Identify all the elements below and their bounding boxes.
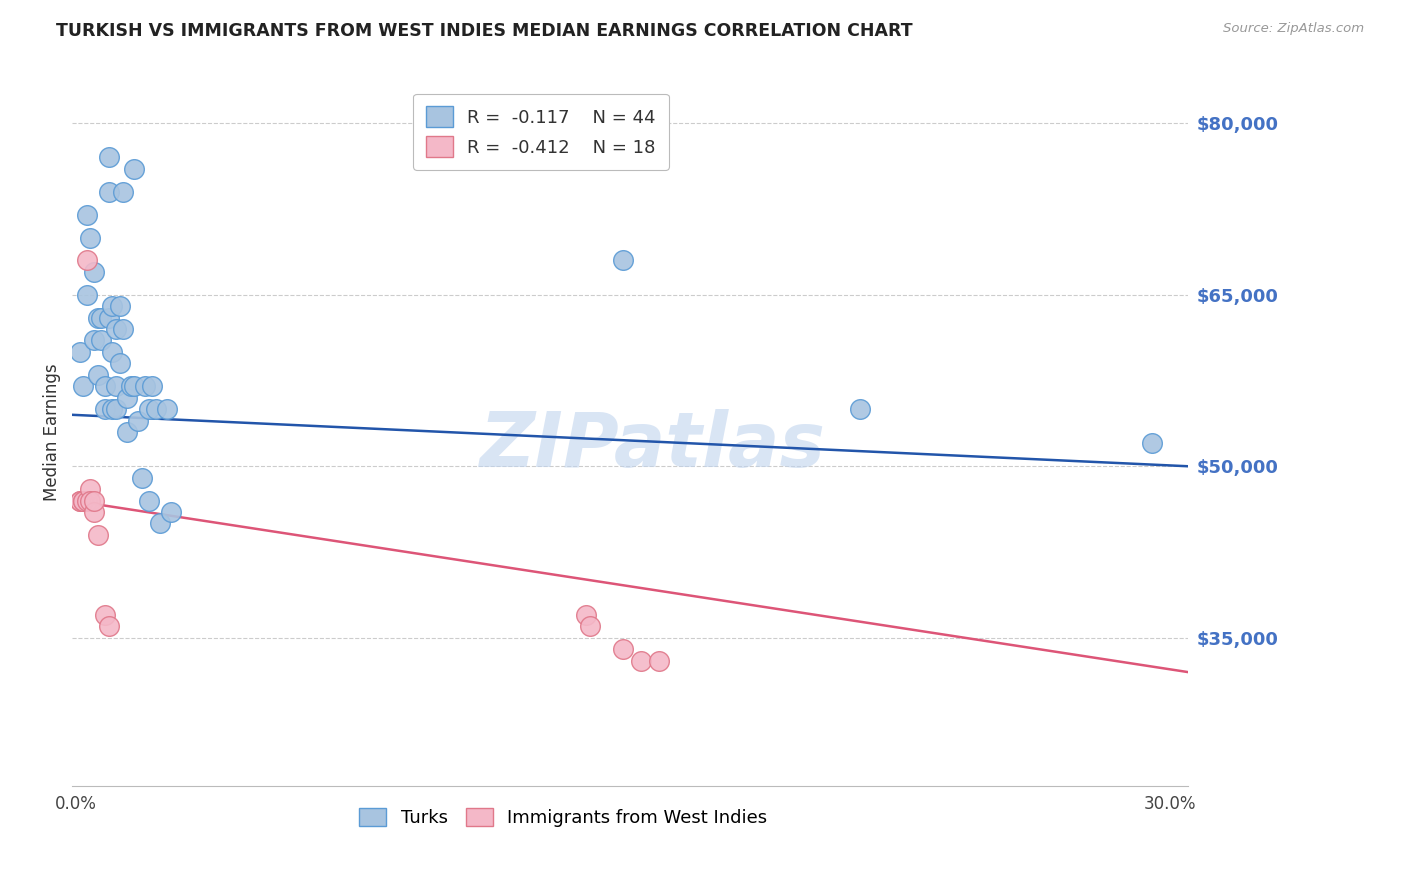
Point xyxy=(97,185,120,199)
Point xyxy=(83,493,105,508)
Point xyxy=(630,654,652,668)
Point xyxy=(115,425,138,439)
Point xyxy=(138,402,160,417)
Point xyxy=(87,368,110,382)
Point xyxy=(131,471,153,485)
Point xyxy=(156,402,179,417)
Point xyxy=(104,322,127,336)
Point xyxy=(72,493,94,508)
Point xyxy=(579,619,602,633)
Point xyxy=(108,356,131,370)
Point xyxy=(648,654,671,668)
Point xyxy=(79,482,101,496)
Point xyxy=(149,516,172,531)
Point xyxy=(575,607,598,622)
Point xyxy=(94,607,117,622)
Point xyxy=(79,230,101,244)
Point xyxy=(138,493,160,508)
Point xyxy=(122,379,145,393)
Point xyxy=(69,493,91,508)
Point xyxy=(69,493,91,508)
Point xyxy=(72,379,94,393)
Point xyxy=(76,287,98,301)
Point xyxy=(97,310,120,325)
Text: ZIPatlas: ZIPatlas xyxy=(479,409,825,483)
Text: Source: ZipAtlas.com: Source: ZipAtlas.com xyxy=(1223,22,1364,36)
Point xyxy=(69,345,91,359)
Point xyxy=(612,253,634,268)
Point xyxy=(94,402,117,417)
Point xyxy=(101,345,124,359)
Point xyxy=(94,379,117,393)
Legend: Turks, Immigrants from West Indies: Turks, Immigrants from West Indies xyxy=(352,800,775,834)
Point xyxy=(849,402,872,417)
Point xyxy=(76,253,98,268)
Y-axis label: Median Earnings: Median Earnings xyxy=(44,363,60,500)
Point xyxy=(120,379,142,393)
Point xyxy=(112,322,135,336)
Point xyxy=(83,265,105,279)
Point xyxy=(104,402,127,417)
Point xyxy=(72,493,94,508)
Point xyxy=(108,299,131,313)
Point xyxy=(141,379,163,393)
Point xyxy=(101,402,124,417)
Point xyxy=(83,334,105,348)
Point xyxy=(76,208,98,222)
Point xyxy=(112,185,135,199)
Point xyxy=(90,310,112,325)
Point xyxy=(97,151,120,165)
Point xyxy=(87,310,110,325)
Point xyxy=(122,161,145,176)
Point xyxy=(90,334,112,348)
Point xyxy=(1140,436,1163,450)
Point xyxy=(79,493,101,508)
Point xyxy=(612,642,634,657)
Point xyxy=(104,379,127,393)
Point xyxy=(101,299,124,313)
Point xyxy=(134,379,156,393)
Point xyxy=(115,391,138,405)
Point xyxy=(83,505,105,519)
Point xyxy=(145,402,167,417)
Point xyxy=(97,619,120,633)
Point xyxy=(76,493,98,508)
Text: TURKISH VS IMMIGRANTS FROM WEST INDIES MEDIAN EARNINGS CORRELATION CHART: TURKISH VS IMMIGRANTS FROM WEST INDIES M… xyxy=(56,22,912,40)
Point xyxy=(127,413,149,427)
Point xyxy=(87,528,110,542)
Point xyxy=(159,505,181,519)
